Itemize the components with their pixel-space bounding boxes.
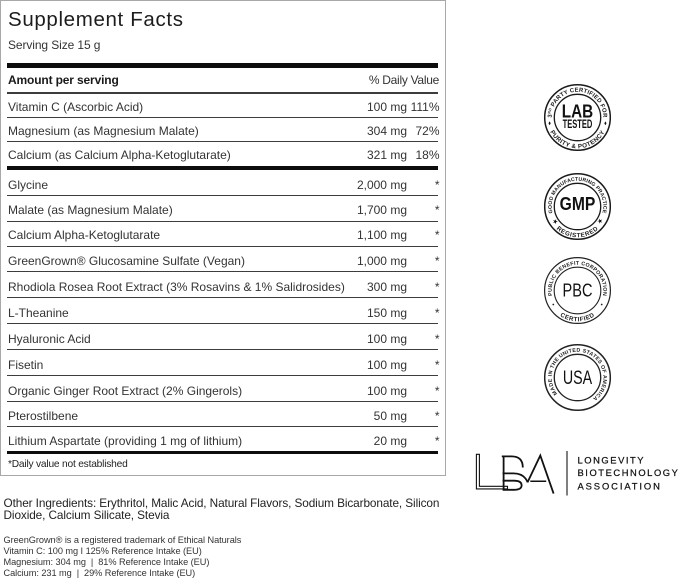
svg-text:CERTIFIED: CERTIFIED — [559, 312, 596, 324]
svg-text:REGISTERED: REGISTERED — [555, 225, 600, 239]
svg-text:★: ★ — [550, 217, 560, 227]
svg-text:USA: USA — [563, 367, 593, 388]
svg-text:PURITY & POTENCY: PURITY & POTENCY — [548, 128, 606, 150]
svg-text:TESTED: TESTED — [563, 118, 593, 131]
svg-text:GMP: GMP — [560, 194, 596, 214]
svg-text:ASSOCIATION: ASSOCIATION — [578, 480, 662, 491]
svg-text:★: ★ — [595, 216, 605, 226]
svg-text:BIOTECHNOLOGY: BIOTECHNOLOGY — [578, 467, 679, 478]
svg-text:LAB: LAB — [562, 101, 593, 122]
svg-text:PBC: PBC — [563, 281, 593, 301]
svg-text:LONGEVITY: LONGEVITY — [578, 454, 646, 465]
